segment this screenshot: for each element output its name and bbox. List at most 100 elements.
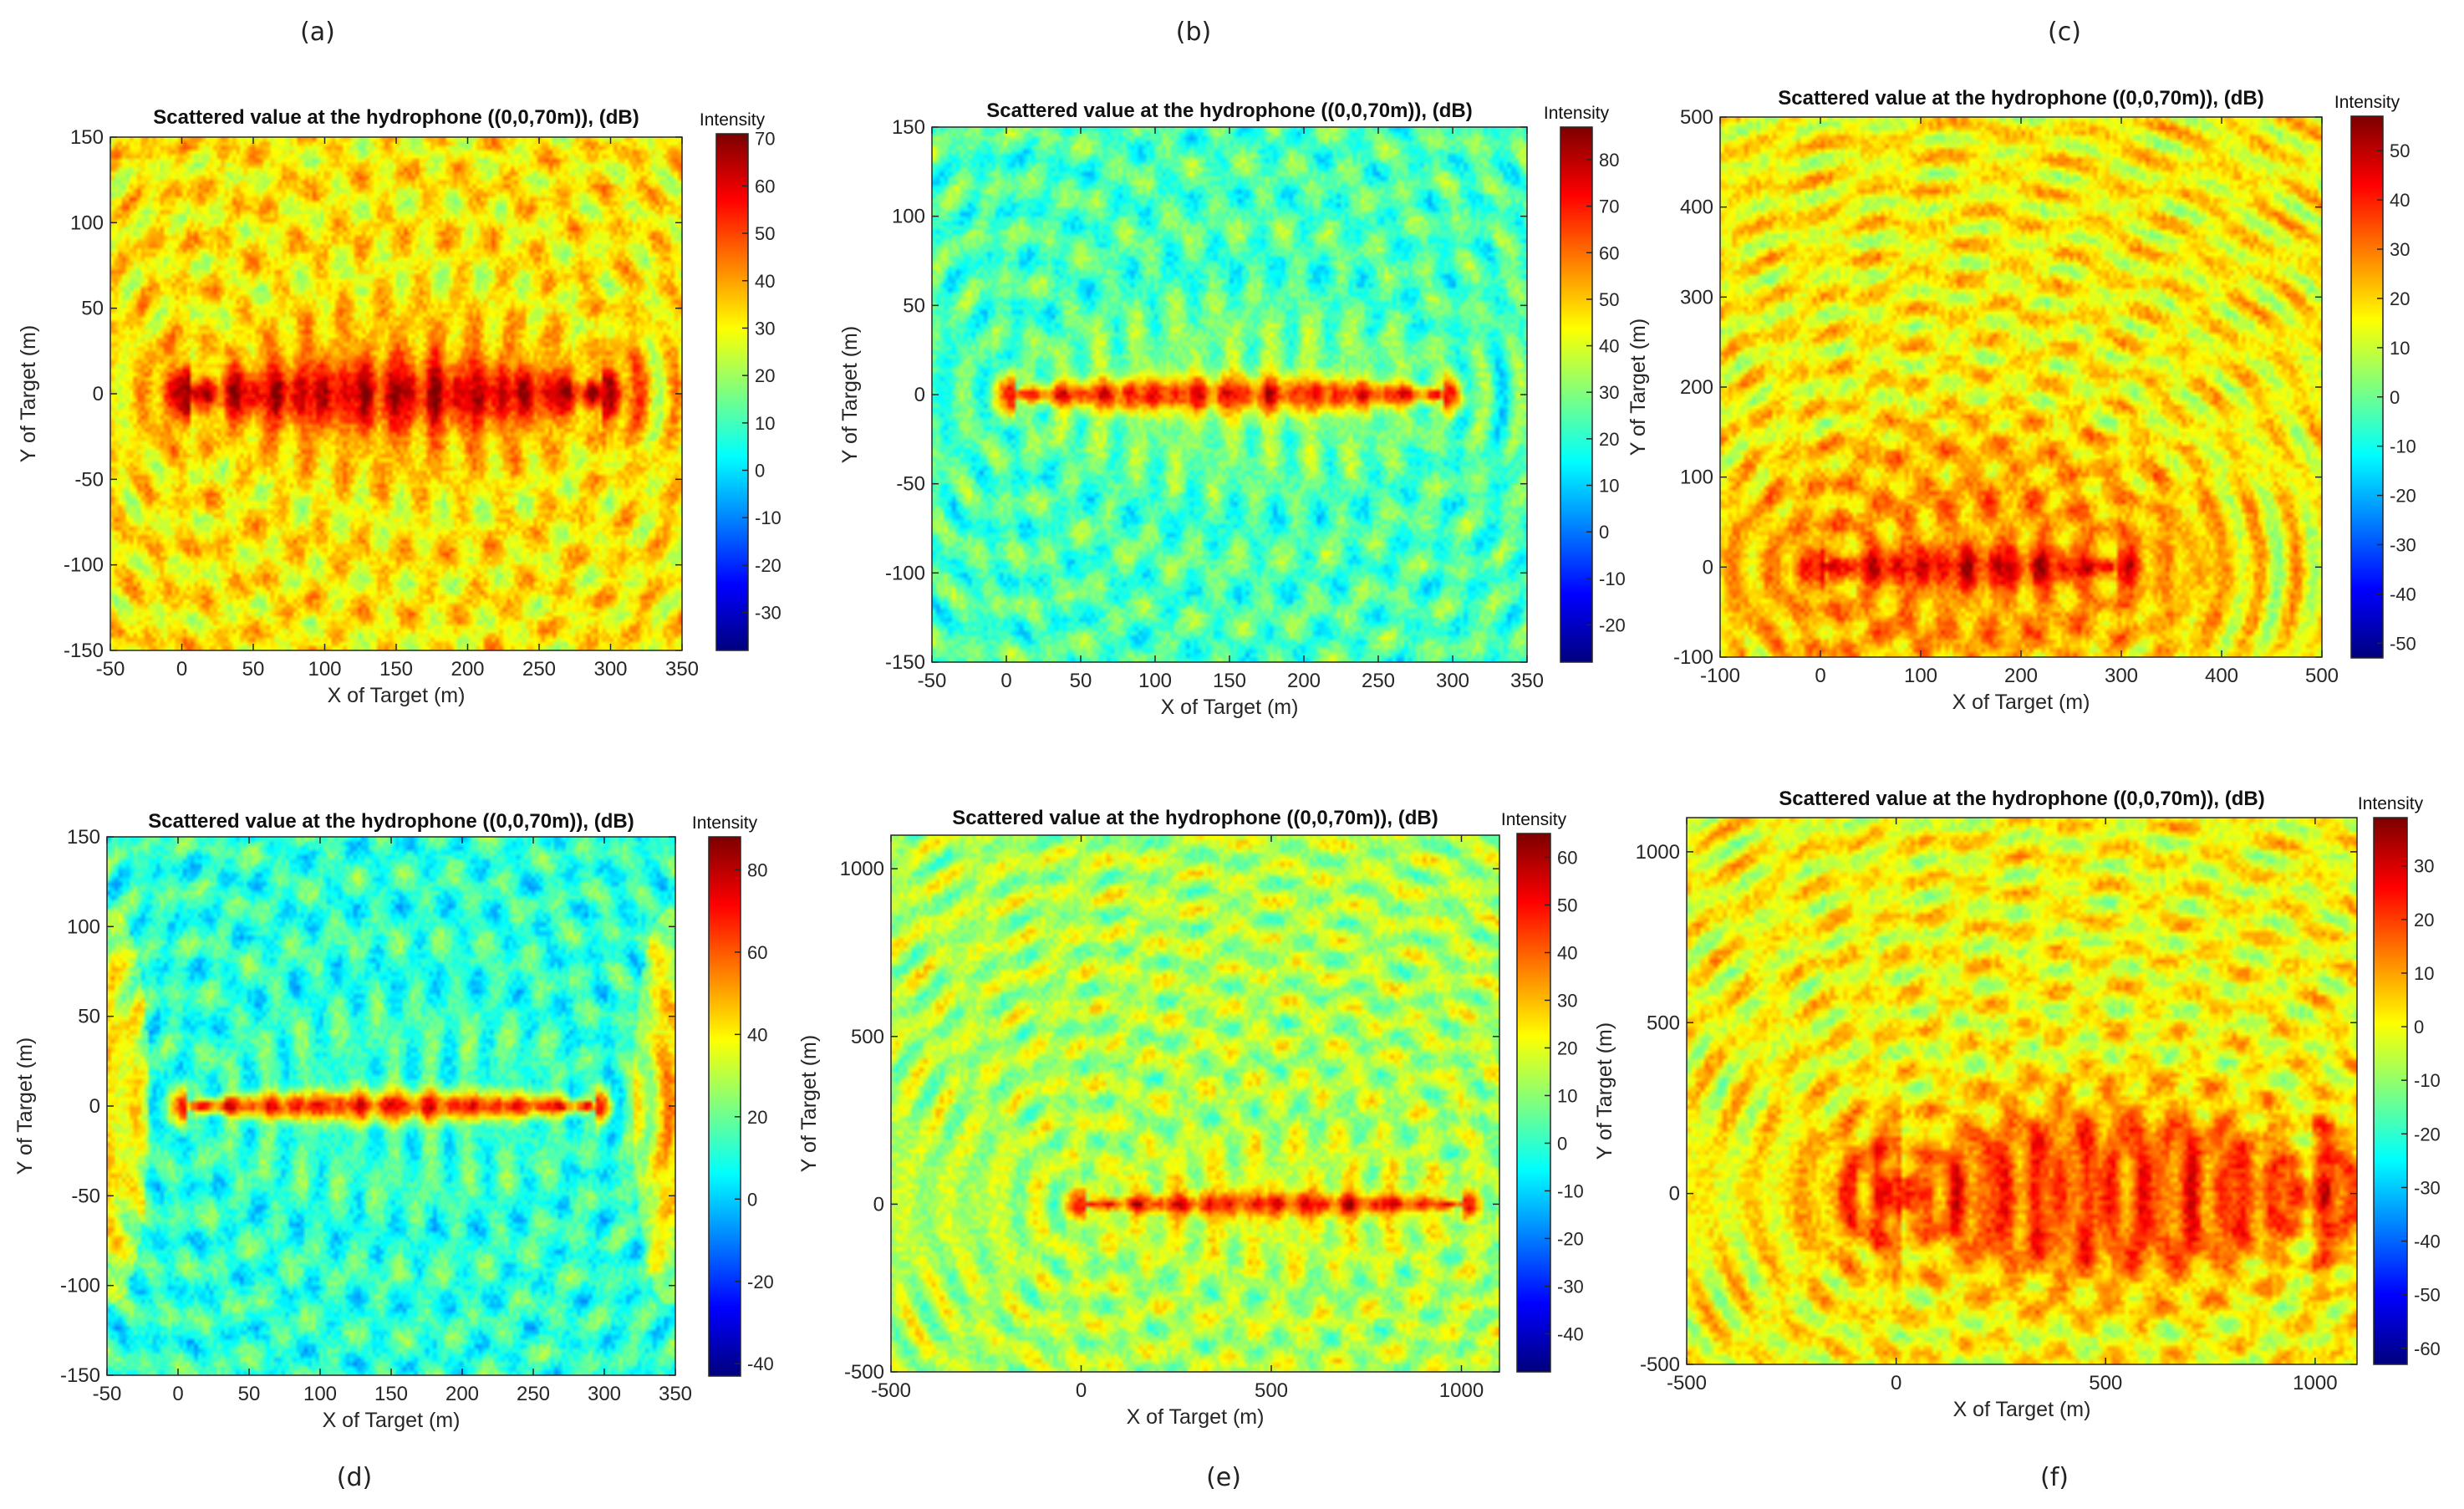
y-tick-label: -100 [1673, 646, 1713, 669]
colorbar-tick-label: -60 [2414, 1338, 2441, 1359]
chart-title: Scattered value at the hydrophone ((0,0,… [952, 807, 1438, 829]
colorbar-gradient [1560, 127, 1592, 662]
x-axis-label: X of Target (m) [323, 1409, 461, 1432]
colorbar-tick-label: 20 [1599, 429, 1619, 450]
colorbar-tick-label: 60 [1557, 847, 1577, 868]
x-tick-label: 0 [1076, 1379, 1087, 1402]
y-axis-label: Y of Target (m) [17, 325, 40, 462]
colorbar-tick-label: -20 [2414, 1124, 2441, 1144]
colorbar-tick-label: 40 [1557, 942, 1577, 963]
y-tick-label: 0 [914, 384, 925, 406]
x-tick-label: 200 [451, 658, 484, 681]
y-tick-label: 0 [93, 383, 104, 405]
y-tick-label: 100 [70, 212, 104, 234]
colorbar-tick-label: 20 [2390, 288, 2410, 309]
x-tick-label: 250 [517, 1383, 550, 1405]
x-tick-label: 0 [1815, 665, 1825, 687]
colorbar-tick-label: 10 [1557, 1085, 1577, 1106]
x-axis-label: X of Target (m) [1953, 1398, 2091, 1421]
colorbar-tick-label: 70 [755, 129, 775, 150]
panel-letter: (c) [2048, 18, 2081, 47]
colorbar-tick-label: 40 [747, 1024, 767, 1045]
colorbar-tick-label: -40 [747, 1354, 774, 1374]
colorbar-tick-label: 0 [755, 461, 765, 482]
y-tick-label: -500 [844, 1361, 884, 1384]
x-tick-label: 50 [238, 1383, 261, 1405]
x-tick-label: 100 [308, 658, 341, 681]
y-tick-label: 100 [67, 915, 100, 938]
x-tick-label: 150 [379, 658, 413, 681]
colorbar-tick-label: -20 [755, 555, 781, 576]
colorbar-label: Intensity [2334, 93, 2400, 112]
colorbar-tick-label: -40 [2390, 584, 2416, 604]
x-tick-label: 100 [1138, 670, 1172, 692]
heatmap-image [110, 137, 682, 650]
colorbar-tick-label: 70 [1599, 196, 1619, 217]
panel-letter: (a) [300, 18, 335, 47]
x-tick-label: 500 [2089, 1372, 2122, 1394]
colorbar-tick-label: 20 [747, 1107, 767, 1128]
colorbar-tick-label: -50 [2390, 633, 2416, 654]
colorbar-tick-label: 10 [755, 413, 775, 434]
y-axis-label: Y of Target (m) [797, 1035, 821, 1172]
x-tick-label: 300 [588, 1383, 621, 1405]
y-tick-label: -100 [60, 1275, 100, 1297]
x-tick-label: 350 [665, 658, 699, 681]
x-tick-label: 50 [242, 658, 265, 681]
chart-title: Scattered value at the hydrophone ((0,0,… [1778, 87, 2263, 110]
y-tick-label: -50 [74, 468, 104, 491]
colorbar-tick-label: 40 [2390, 190, 2410, 211]
colorbar-tick-label: -40 [1557, 1323, 1584, 1344]
chart-panel: (c)-100 0 100 200 300 400 500-1000100200300400… [1627, 18, 2416, 714]
x-tick-label: 100 [303, 1383, 337, 1405]
x-axis-label: X of Target (m) [1127, 1405, 1265, 1429]
x-tick-label: 350 [659, 1383, 692, 1405]
y-tick-label: 400 [1680, 196, 1713, 219]
chart-title: Scattered value at the hydrophone ((0,0,… [1779, 788, 2264, 810]
colorbar-tick-label: 0 [747, 1189, 757, 1210]
colorbar-tick-label: -10 [755, 507, 781, 528]
colorbar-gradient [709, 837, 741, 1376]
y-tick-label: -100 [885, 562, 925, 584]
x-tick-label: 150 [1213, 670, 1246, 692]
colorbar-tick-label: -30 [755, 603, 781, 624]
y-tick-label: -50 [71, 1185, 100, 1207]
x-tick-label: 1000 [1439, 1379, 1484, 1402]
panel-letter: (b) [1176, 18, 1211, 47]
heatmap-image [932, 127, 1527, 662]
x-tick-label: 250 [1362, 670, 1395, 692]
y-axis-label: Y of Target (m) [1627, 319, 1650, 456]
y-tick-label: 500 [851, 1026, 884, 1048]
heatmap-image [107, 837, 675, 1375]
colorbar-tick-label: -30 [2414, 1177, 2441, 1198]
y-tick-label: -150 [885, 651, 925, 674]
y-tick-label: 1000 [840, 858, 884, 880]
panel-letter: (d) [337, 1463, 372, 1492]
y-tick-label: 150 [70, 126, 104, 149]
y-tick-label: 500 [1680, 106, 1713, 129]
colorbar-tick-label: -10 [1557, 1180, 1584, 1201]
x-tick-label: 350 [1510, 670, 1544, 692]
colorbar-tick-label: 0 [1557, 1133, 1567, 1154]
colorbar-tick-label: 50 [1557, 895, 1577, 915]
colorbar-tick-label: 50 [1599, 289, 1619, 310]
y-tick-label: 1000 [1636, 841, 1680, 864]
colorbar-label: Intensity [2358, 794, 2424, 813]
y-tick-label: 100 [1680, 466, 1713, 489]
colorbar-tick-label: 60 [1599, 242, 1619, 263]
colorbar-tick-label: -10 [1599, 568, 1626, 589]
panel-letter: (f) [2040, 1463, 2069, 1492]
colorbar-tick-label: -30 [1557, 1276, 1584, 1297]
colorbar-tick-label: 30 [755, 318, 775, 339]
colorbar-tick-label: -20 [1557, 1228, 1584, 1249]
heatmap-image [1687, 818, 2357, 1364]
y-tick-label: -500 [1640, 1354, 1680, 1376]
y-tick-label: -150 [60, 1364, 100, 1387]
panel-letter: (e) [1206, 1463, 1241, 1492]
colorbar-tick-label: 0 [2390, 387, 2400, 408]
chart-title: Scattered value at the hydrophone ((0,0,… [153, 106, 639, 129]
colorbar-tick-label: -10 [2390, 436, 2416, 457]
colorbar-tick-label: 30 [2390, 239, 2410, 260]
x-tick-label: 0 [1000, 670, 1011, 692]
x-tick-label: 50 [1070, 670, 1092, 692]
